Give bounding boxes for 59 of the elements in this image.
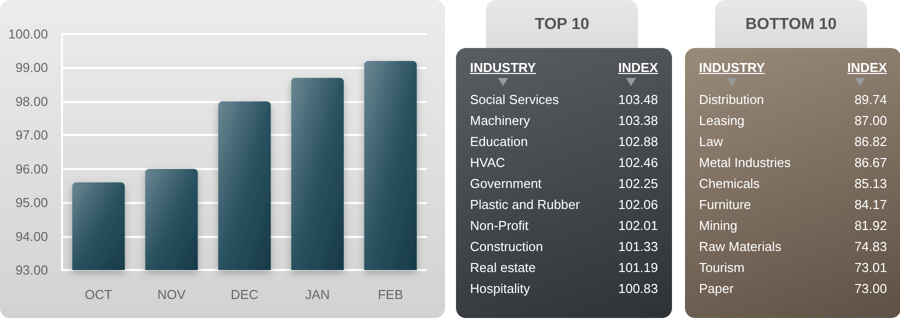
- category-label: Social Services: [470, 91, 559, 109]
- data-label: 73.00: [854, 280, 887, 298]
- category-label: Law: [699, 133, 723, 151]
- category-label: Furniture: [699, 196, 752, 214]
- category-label: Plastic and Rubber: [470, 196, 580, 214]
- x-tick-label: JAN: [305, 287, 330, 302]
- data-label: 101.33: [618, 238, 658, 256]
- text: TOP 10: [486, 0, 638, 60]
- data-label: 102.06: [618, 196, 658, 214]
- category-label: Government: [470, 175, 542, 193]
- data-label: 85.13: [854, 175, 887, 193]
- y-tick-label: 93.00: [15, 262, 48, 278]
- category-label: Leasing: [699, 112, 745, 130]
- data-label: 84.17: [854, 196, 887, 214]
- category-label: HVAC: [470, 154, 506, 172]
- x-tick-label: OCT: [84, 287, 112, 302]
- text: INDUSTRY: [470, 60, 536, 75]
- category-label: Tourism: [699, 259, 745, 277]
- text: INDEX: [618, 60, 658, 75]
- category-label: Non-Profit: [470, 217, 529, 235]
- category-label: Raw Materials: [699, 238, 782, 256]
- y-tick-label: 98.00: [15, 94, 48, 109]
- category-label: Education: [470, 133, 528, 151]
- category-label: Hospitality: [470, 280, 530, 298]
- data-label: 100.83: [618, 280, 658, 298]
- data-label: 86.82: [854, 133, 887, 151]
- data-label: 89.74: [854, 91, 887, 109]
- category-label: Construction: [470, 238, 543, 256]
- text: INDEX: [847, 60, 887, 75]
- data-label: 102.01: [618, 217, 658, 235]
- x-tick-label: FEB: [378, 287, 404, 302]
- data-label: 102.25: [618, 175, 658, 193]
- text: INDUSTRY: [699, 60, 765, 75]
- y-tick-label: 97.00: [15, 128, 48, 143]
- category-label: Mining: [699, 217, 738, 235]
- data-label: 102.46: [618, 154, 658, 172]
- y-tick-label: 94.00: [15, 228, 48, 244]
- y-tick-label: 99.00: [15, 60, 48, 76]
- x-tick-label: DEC: [230, 287, 258, 302]
- y-tick-label: 100.00: [8, 26, 48, 42]
- data-label: 87.00: [854, 112, 887, 130]
- data-label: 73.01: [854, 259, 887, 277]
- category-label: Paper: [699, 280, 734, 298]
- data-label: 74.83: [854, 238, 887, 256]
- category-label: Metal Industries: [699, 154, 791, 172]
- data-label: 103.38: [618, 112, 658, 130]
- category-label: Real estate: [470, 259, 536, 277]
- data-label: 86.67: [854, 154, 887, 172]
- data-label: 102.88: [618, 133, 658, 151]
- y-tick-label: 95.00: [15, 195, 48, 210]
- data-label: 103.48: [618, 91, 658, 109]
- text: BOTTOM 10: [715, 0, 867, 60]
- data-label: 81.92: [854, 217, 887, 235]
- category-label: Chemicals: [699, 175, 760, 193]
- data-label: 101.19: [618, 259, 658, 277]
- category-label: Machinery: [470, 112, 530, 130]
- y-tick-label: 96.00: [15, 161, 48, 176]
- category-label: Distribution: [699, 91, 764, 109]
- x-tick-label: NOV: [157, 287, 186, 302]
